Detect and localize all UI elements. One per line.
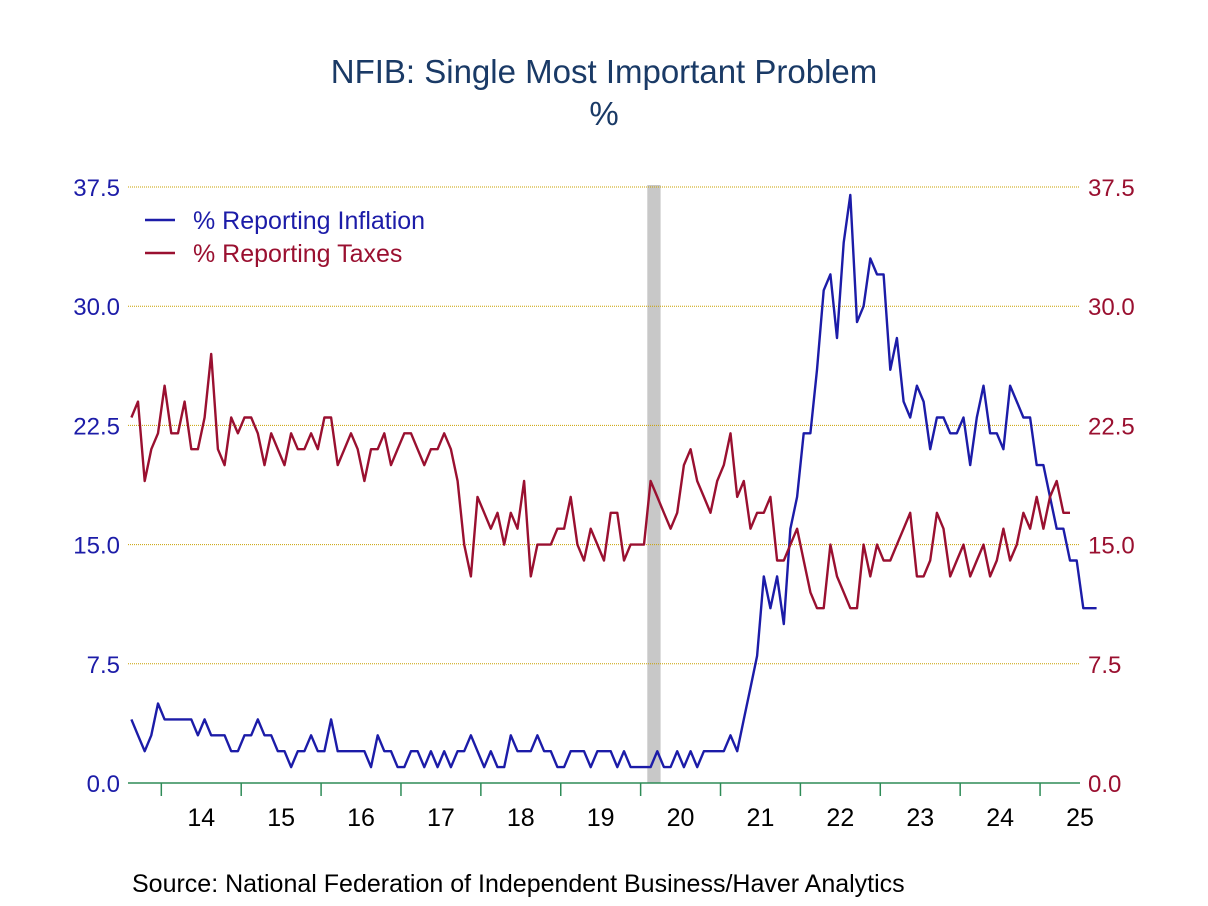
x-tick-label: 25 bbox=[1066, 804, 1094, 832]
chart-title: NFIB: Single Most Important Problem bbox=[330, 53, 878, 90]
y-tick-left: 37.5 bbox=[73, 175, 120, 202]
y-tick-left: 22.5 bbox=[73, 413, 120, 440]
series-line-inflation bbox=[130, 193, 1097, 769]
y-tick-right: 7.5 bbox=[1088, 652, 1121, 679]
x-tick-label: 15 bbox=[267, 804, 295, 832]
x-tick-label: 19 bbox=[587, 804, 615, 832]
x-tick-label: 14 bbox=[187, 804, 215, 832]
legend-label: % Reporting Inflation bbox=[193, 207, 425, 235]
y-tick-left: 30.0 bbox=[73, 294, 120, 321]
y-tick-right: 30.0 bbox=[1088, 294, 1135, 321]
y-tick-right: 22.5 bbox=[1088, 413, 1135, 440]
y-tick-left: 0.0 bbox=[87, 771, 120, 798]
series-line-taxes bbox=[130, 352, 1070, 610]
recession-band bbox=[647, 185, 661, 783]
x-tick-label: 23 bbox=[906, 804, 934, 832]
x-tick-label: 24 bbox=[986, 804, 1014, 832]
x-tick-label: 16 bbox=[347, 804, 375, 832]
legend-label: % Reporting Taxes bbox=[193, 240, 402, 268]
x-tick-label: 18 bbox=[507, 804, 535, 832]
y-tick-right: 15.0 bbox=[1088, 533, 1135, 560]
y-tick-left: 7.5 bbox=[87, 652, 120, 679]
y-tick-right: 37.5 bbox=[1088, 175, 1135, 202]
y-tick-right: 0.0 bbox=[1088, 771, 1121, 798]
x-tick-label: 20 bbox=[667, 804, 695, 832]
x-tick-label: 17 bbox=[427, 804, 455, 832]
chart-subtitle: % bbox=[589, 95, 619, 132]
x-tick-label: 22 bbox=[826, 804, 854, 832]
y-tick-left: 15.0 bbox=[73, 533, 120, 560]
x-tick-label: 21 bbox=[747, 804, 775, 832]
source-note: Source: National Federation of Independe… bbox=[132, 870, 905, 898]
